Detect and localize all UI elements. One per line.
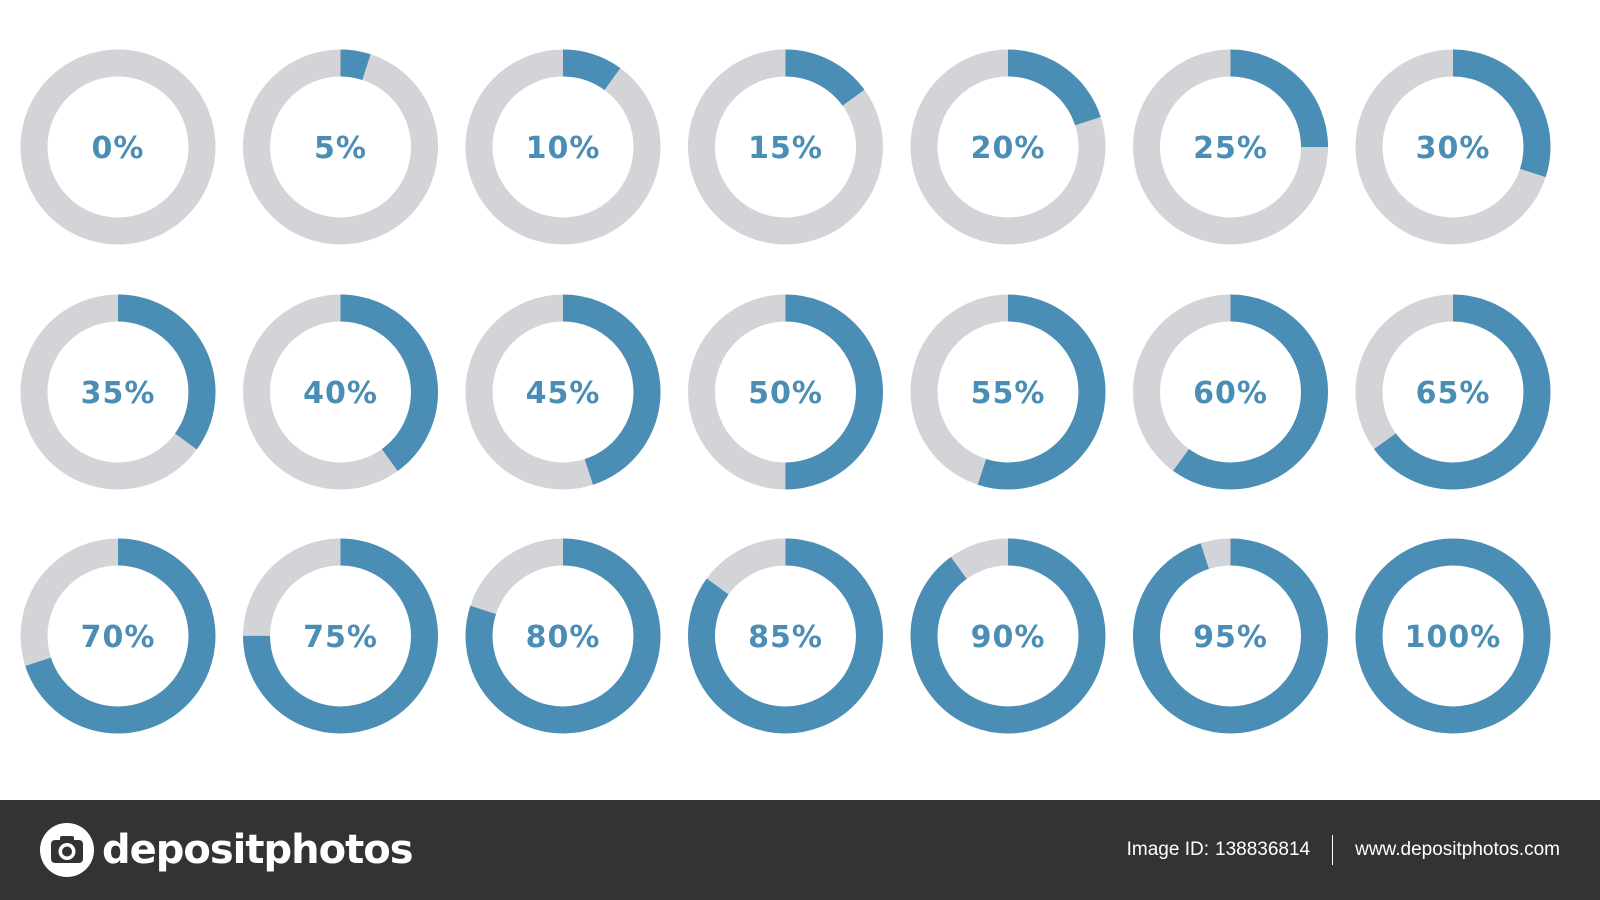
progress-ring: 35% xyxy=(20,294,216,490)
progress-ring: 20% xyxy=(910,49,1106,245)
camera-icon xyxy=(40,823,94,877)
ring-percent-label: 10% xyxy=(526,131,601,166)
ring-percent-label: 90% xyxy=(971,620,1046,655)
ring-progress-arc xyxy=(910,294,1106,490)
ring-progress-arc xyxy=(243,538,438,734)
progress-ring: 10% xyxy=(465,49,661,245)
ring-percent-label: 30% xyxy=(1416,131,1491,166)
image-id-value: 138836814 xyxy=(1215,839,1311,860)
progress-ring: 30% xyxy=(1355,49,1551,245)
ring-percent-label: 70% xyxy=(81,620,156,655)
progress-ring: 70% xyxy=(20,538,216,734)
progress-ring: 50% xyxy=(688,294,883,490)
ring-progress-arc xyxy=(465,294,661,490)
progress-ring: 15% xyxy=(688,49,883,245)
progress-ring: 75% xyxy=(243,538,438,734)
ring-progress-arc xyxy=(465,538,661,734)
progress-ring: 95% xyxy=(1133,538,1328,734)
footer-logo[interactable]: depositphotos xyxy=(38,820,414,880)
progress-ring: 80% xyxy=(465,538,661,734)
ring-percent-label: 25% xyxy=(1193,131,1268,166)
progress-ring: 0% xyxy=(20,49,216,245)
ring-percent-label: 20% xyxy=(971,131,1046,166)
progress-ring: 25% xyxy=(1133,49,1328,245)
progress-ring: 100% xyxy=(1355,538,1551,734)
progress-ring: 90% xyxy=(910,538,1106,734)
progress-ring: 40% xyxy=(243,294,438,490)
ring-percent-label: 95% xyxy=(1193,620,1268,655)
ring-percent-label: 5% xyxy=(314,131,367,166)
image-id-label: Image ID: xyxy=(1126,839,1209,860)
footer-info: Image ID: 138836814 www.depositphotos.co… xyxy=(1127,800,1560,900)
ring-progress-arc xyxy=(688,294,883,490)
ring-progress-arc xyxy=(1133,538,1328,734)
ring-percent-label: 15% xyxy=(748,131,823,166)
ring-percent-label: 40% xyxy=(303,376,378,411)
progress-ring: 55% xyxy=(910,294,1106,490)
ring-progress-arc xyxy=(688,538,883,734)
ring-progress-arc xyxy=(910,538,1106,734)
ring-percent-label: 60% xyxy=(1193,376,1268,411)
progress-rings: 0% 5% 10% 15% 20% 25% 30% 35% 40% 45% 50% 55% 60% 65%… xyxy=(20,49,1551,734)
ring-progress-arc xyxy=(1133,49,1328,245)
ring-percent-label: 55% xyxy=(971,376,1046,411)
ring-progress-arc xyxy=(1355,538,1551,734)
ring-progress-arc xyxy=(465,49,661,245)
progress-ring: 60% xyxy=(1133,294,1328,490)
progress-ring: 5% xyxy=(243,49,438,245)
footer-bar: depositphotos Image ID: 138836814 www.de… xyxy=(0,800,1600,900)
logo-wordmark: depositphotos xyxy=(102,827,414,873)
ring-progress-arc xyxy=(910,49,1106,245)
ring-percent-label: 85% xyxy=(748,620,823,655)
ring-progress-arc xyxy=(1355,49,1551,245)
progress-ring: 45% xyxy=(465,294,661,490)
ring-percent-label: 0% xyxy=(92,131,145,166)
ring-progress-arc xyxy=(1133,294,1328,490)
ring-progress-arc xyxy=(20,538,216,734)
ring-percent-label: 45% xyxy=(526,376,601,411)
ring-track xyxy=(20,49,216,245)
ring-percent-label: 80% xyxy=(526,620,601,655)
ring-progress-arc xyxy=(688,49,883,245)
ring-percent-label: 65% xyxy=(1416,376,1491,411)
website-link[interactable]: www.depositphotos.com xyxy=(1355,839,1560,860)
ring-percent-label: 100% xyxy=(1405,620,1502,655)
ring-progress-arc xyxy=(243,294,438,490)
ring-grid: 0% 5% 10% 15% 20% 25% 30% 35% 40% 45% 50% 55% 60% 65%… xyxy=(20,49,1551,734)
ring-percent-label: 75% xyxy=(303,620,378,655)
ring-progress-arc xyxy=(243,49,438,245)
ring-percent-label: 35% xyxy=(81,376,156,411)
ring-percent-label: 50% xyxy=(748,376,823,411)
ring-progress-arc xyxy=(1355,294,1551,490)
progress-ring: 85% xyxy=(688,538,883,734)
progress-ring: 65% xyxy=(1355,294,1551,490)
footer-divider xyxy=(1332,835,1334,865)
ring-progress-arc xyxy=(20,294,216,490)
